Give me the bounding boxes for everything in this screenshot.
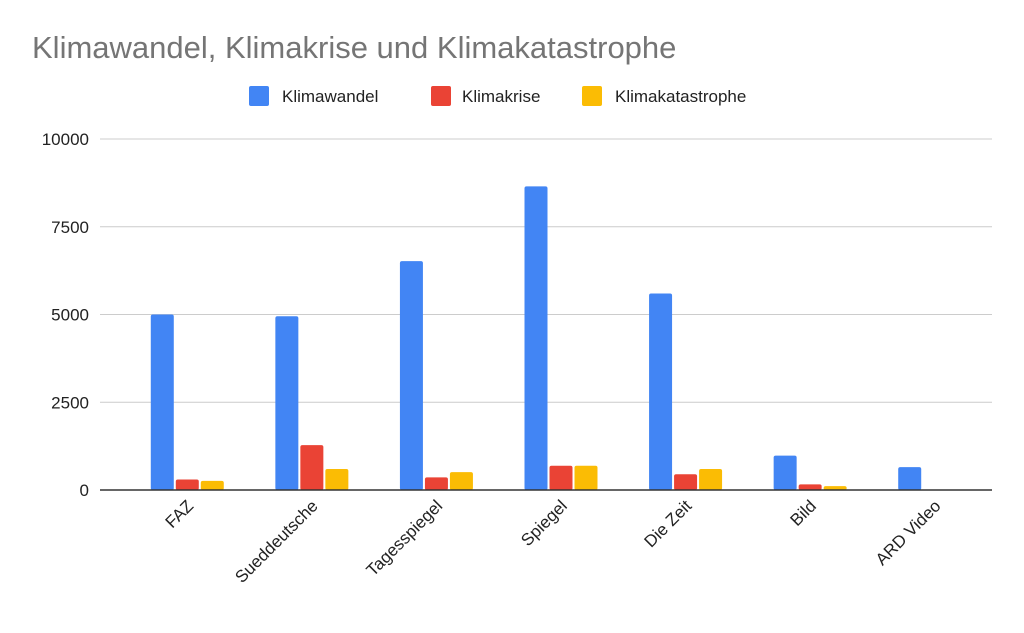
y-tick-label-1: 2500	[51, 393, 89, 412]
bar-2-2	[449, 472, 473, 490]
bar-2-3	[574, 465, 598, 490]
bar-1-5	[798, 484, 822, 490]
legend-label-1: Klimakrise	[462, 87, 540, 106]
x-tick-label-4: Die Zeit	[641, 496, 696, 551]
bar-1-2	[424, 477, 448, 490]
bar-0-3	[524, 186, 548, 490]
bar-0-4	[649, 293, 673, 490]
bar-2-0	[200, 480, 224, 490]
bar-1-3	[549, 465, 573, 490]
bar-2-5	[823, 486, 847, 490]
y-tick-label-0: 0	[80, 481, 89, 500]
y-tick-label-2: 5000	[51, 306, 89, 325]
bar-2-4	[699, 468, 723, 490]
bar-0-0	[150, 314, 174, 490]
x-tick-label-1: Sueddeutsche	[231, 496, 321, 586]
x-tick-label-3: Spiegel	[517, 496, 571, 550]
bar-1-1	[300, 445, 324, 490]
legend-swatch-0	[249, 86, 269, 106]
legend: Klimawandel Klimakrise Klimakatastrophe	[249, 86, 746, 106]
y-tick-label-3: 7500	[51, 218, 89, 237]
legend-swatch-1	[431, 86, 451, 106]
y-tick-label-4: 10000	[42, 130, 89, 149]
chart-title: Klimawandel, Klimakrise und Klimakatastr…	[32, 30, 676, 65]
bar-1-0	[175, 479, 199, 490]
x-tick-label-6: ARD Video	[872, 496, 945, 569]
bar-0-6	[898, 467, 922, 490]
legend-label-0: Klimawandel	[282, 87, 378, 106]
x-tick-label-5: Bild	[786, 496, 819, 529]
bar-2-1	[325, 468, 349, 490]
x-tick-label-2: Tagesspiegel	[363, 496, 447, 580]
bar-0-2	[399, 261, 423, 490]
bar-1-4	[674, 474, 698, 490]
bars	[150, 186, 922, 490]
legend-label-2: Klimakatastrophe	[615, 87, 746, 106]
x-tick-label-0: FAZ	[162, 496, 197, 531]
bar-0-1	[275, 316, 299, 490]
bar-0-5	[773, 455, 797, 490]
legend-swatch-2	[582, 86, 602, 106]
x-axis-ticks: FAZ Sueddeutsche Tagesspiegel Spiegel Die Ze…	[162, 496, 945, 586]
y-axis-ticks: 0 2500 5000 7500 10000	[42, 130, 89, 500]
